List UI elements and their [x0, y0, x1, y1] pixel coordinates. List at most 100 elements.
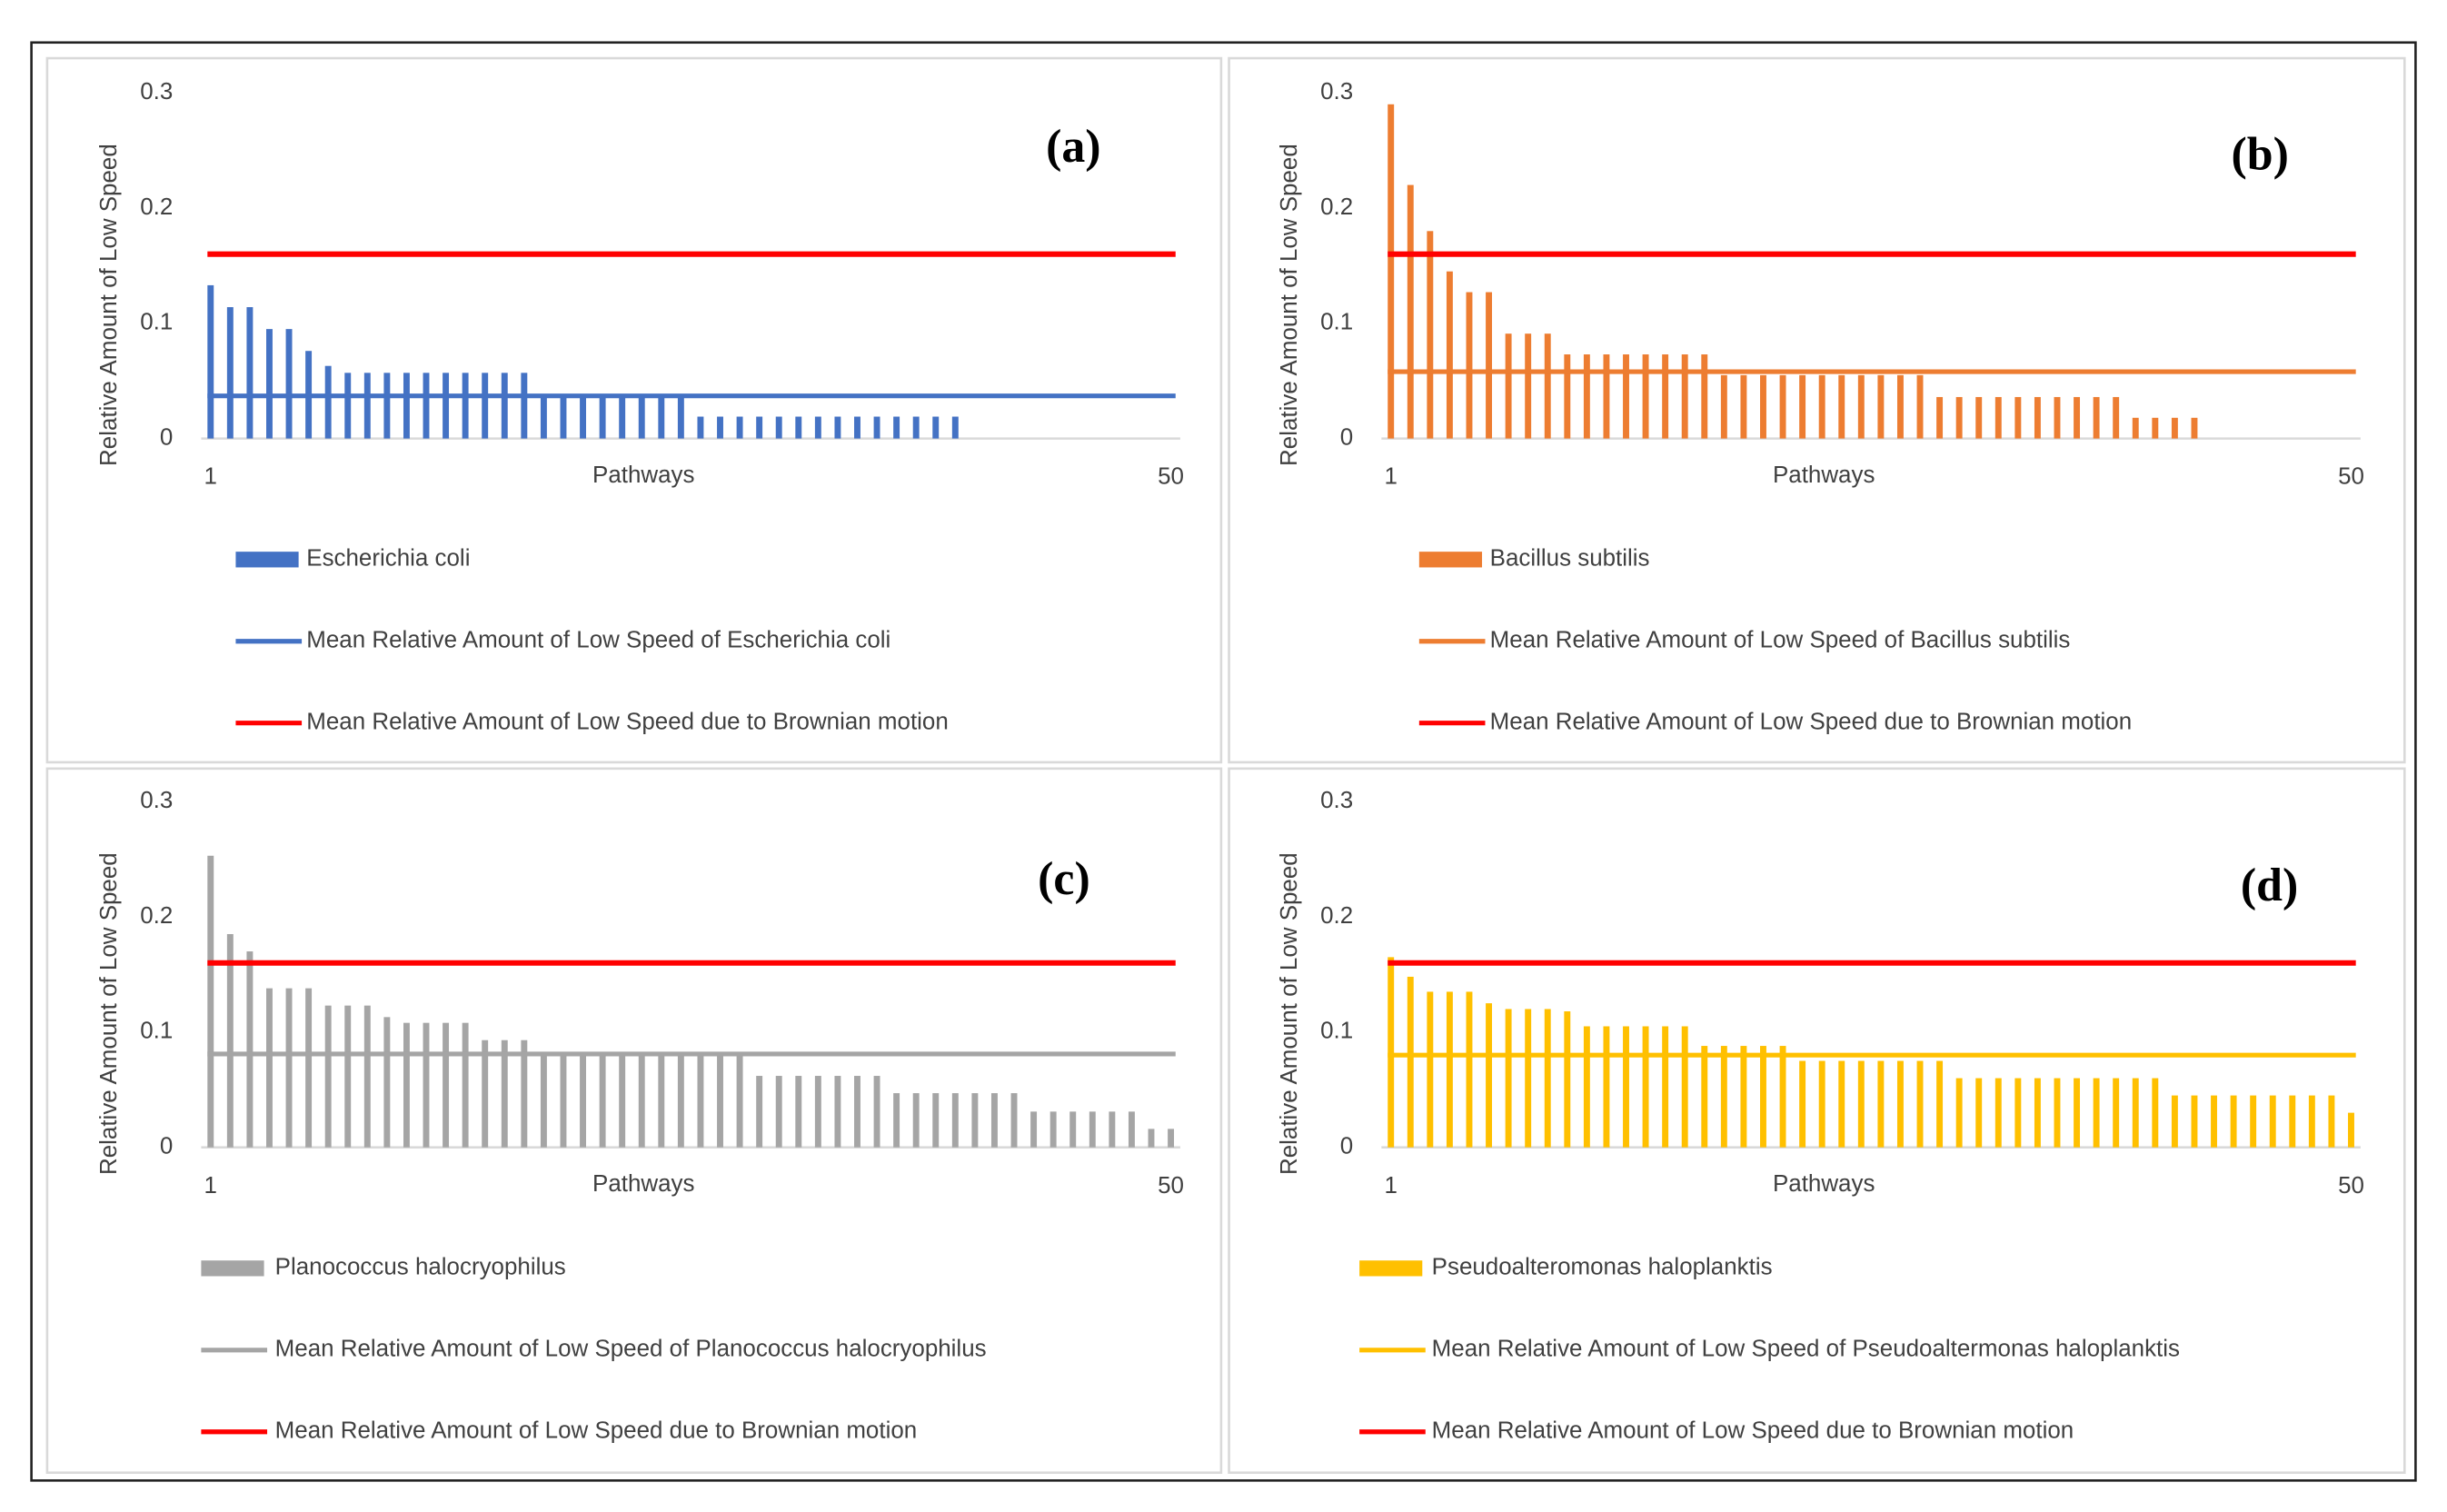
bar: [1838, 1060, 1845, 1148]
bar: [324, 365, 332, 439]
bar: [1603, 354, 1610, 439]
bar: [2308, 1095, 2315, 1148]
bar: [1525, 1009, 1532, 1148]
bar: [1955, 396, 1963, 439]
bar: [1936, 1060, 1944, 1148]
bar: [1446, 991, 1453, 1148]
bar: [1877, 374, 1885, 439]
bar: [501, 1040, 508, 1148]
bar: [2152, 417, 2159, 439]
bar: [540, 1055, 547, 1148]
bar: [423, 1022, 430, 1148]
bar: [2250, 1095, 2257, 1148]
bar: [697, 416, 704, 439]
bar: [1623, 354, 1629, 439]
bar: [717, 416, 723, 439]
legend-label: Escherichia coli: [306, 546, 470, 572]
panel-label: (c): [1038, 853, 1090, 905]
bar: [1010, 1093, 1018, 1148]
bar: [1603, 1026, 1610, 1148]
bar: [795, 1076, 802, 1148]
bar: [912, 416, 920, 439]
bar: [2074, 396, 2081, 439]
bar: [814, 1076, 821, 1148]
bar: [1916, 1060, 1924, 1148]
bar: [2230, 1095, 2237, 1148]
bar: [2269, 1095, 2276, 1148]
bar: [1486, 292, 1492, 439]
y-tick-label: 0: [160, 424, 173, 450]
y-tick-label: 0.3: [1320, 79, 1353, 104]
panel-border: [45, 56, 1223, 764]
bar: [1128, 1111, 1135, 1148]
bar: [1896, 1060, 1904, 1148]
bar: [403, 373, 410, 439]
bar: [658, 1055, 665, 1148]
y-tick-label: 0.1: [1320, 310, 1353, 335]
x-tick-label: 1: [1384, 464, 1397, 490]
bar: [775, 1076, 782, 1148]
bar: [1720, 374, 1727, 439]
legend-label: Mean Relative Amount of Low Speed of Esc…: [306, 628, 890, 653]
bar: [638, 394, 645, 439]
bar: [285, 988, 293, 1148]
bar: [951, 1093, 959, 1148]
bar: [580, 394, 587, 439]
bar: [1779, 374, 1786, 439]
bar: [1427, 231, 1434, 439]
x-tick-label: 50: [2338, 1173, 2364, 1199]
bar: [1427, 991, 1434, 1148]
bar: [1760, 1046, 1766, 1148]
bar: [1779, 1046, 1786, 1148]
bar: [1916, 374, 1924, 439]
bar: [1642, 1026, 1649, 1148]
bar: [403, 1022, 410, 1148]
bar: [383, 373, 391, 439]
bar: [599, 394, 606, 439]
legend-swatch: [201, 1260, 264, 1277]
x-tick-label: 1: [204, 464, 217, 490]
bar: [443, 373, 450, 439]
bar: [697, 1055, 704, 1148]
bar: [971, 1093, 979, 1148]
bar: [1623, 1026, 1629, 1148]
bar: [482, 1040, 489, 1148]
y-tick-label: 0.2: [1320, 903, 1353, 929]
bar: [1089, 1111, 1096, 1148]
y-tick-label: 0.2: [1320, 194, 1353, 220]
bar: [932, 416, 940, 439]
bar: [814, 416, 821, 439]
bar: [2034, 1078, 2041, 1148]
bar: [462, 373, 469, 439]
bar: [1799, 1060, 1806, 1148]
bar: [2348, 1112, 2354, 1148]
bar: [951, 416, 959, 439]
bar: [854, 416, 860, 439]
bar: [1662, 354, 1669, 439]
bar: [2113, 396, 2120, 439]
y-axis-title: Relative Amount of Low Speed: [96, 852, 122, 1175]
bar: [2054, 396, 2061, 439]
bar: [1662, 1026, 1669, 1148]
bar: [1681, 1026, 1688, 1148]
bar: [521, 1040, 528, 1148]
bar: [1701, 1046, 1708, 1148]
bar: [912, 1093, 920, 1148]
bar: [893, 1093, 900, 1148]
x-axis-title: Pathways: [1773, 463, 1875, 488]
bar: [324, 1005, 332, 1148]
bar: [1486, 1003, 1492, 1148]
bar: [2054, 1078, 2061, 1148]
bar: [305, 988, 313, 1148]
bar: [1838, 374, 1845, 439]
bar: [1857, 374, 1865, 439]
bar: [1740, 1046, 1747, 1148]
bar: [1168, 1129, 1175, 1148]
bar: [207, 855, 214, 1148]
bar: [736, 1055, 743, 1148]
bar: [1388, 104, 1395, 439]
bar: [1955, 1078, 1963, 1148]
legend-label: Mean Relative Amount of Low Speed due to…: [1490, 710, 2133, 735]
legend-swatch: [235, 552, 299, 568]
bar: [677, 1055, 684, 1148]
